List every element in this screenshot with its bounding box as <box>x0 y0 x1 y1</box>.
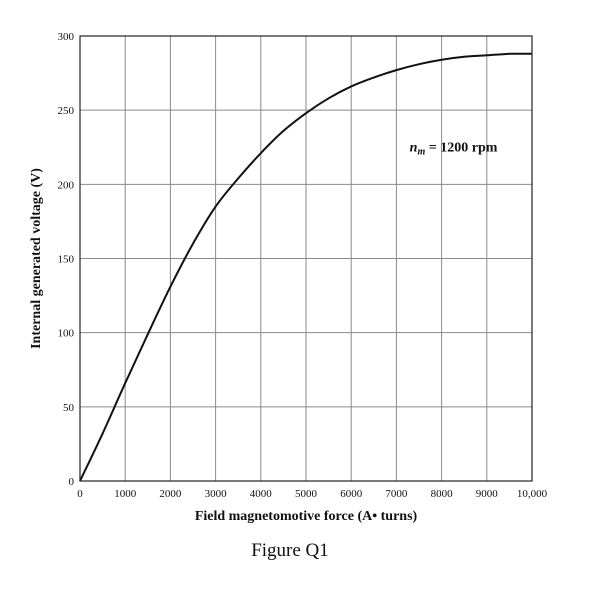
y-tick-label: 250 <box>58 105 75 117</box>
x-tick-label: 4000 <box>250 488 273 500</box>
x-tick-label: 5000 <box>295 488 318 500</box>
x-tick-label: 8000 <box>431 488 454 500</box>
y-tick-label: 100 <box>58 328 75 340</box>
x-tick-label: 6000 <box>340 488 363 500</box>
y-tick-label: 0 <box>69 476 75 488</box>
annotation-subscript: m <box>417 147 425 158</box>
annotation-symbol: n <box>410 141 418 156</box>
speed-annotation: nm = 1200 rpm <box>410 141 498 158</box>
series-curve-group <box>79 52 533 482</box>
x-tick-labels: 0 1000 2000 3000 4000 5000 6000 7000 8000 9000 10,… <box>77 488 547 500</box>
x-tick-label: 2000 <box>159 488 182 500</box>
y-tick-label: 300 <box>58 31 75 43</box>
y-tick-label: 150 <box>58 254 75 266</box>
x-tick-label: 0 <box>77 488 83 500</box>
x-tick-label: 7000 <box>385 488 408 500</box>
plot-frame <box>79 35 533 482</box>
magnetization-curve <box>79 52 533 482</box>
x-tick-label: 9000 <box>476 488 499 500</box>
y-tick-label: 200 <box>58 179 75 191</box>
y-tick-labels: 0 50 100 150 200 250 300 <box>58 31 75 488</box>
annotation-text: = 1200 rpm <box>425 141 497 156</box>
y-axis-label: Internal generated voltage (V) <box>29 168 44 349</box>
figure-caption: Figure Q1 <box>251 540 329 561</box>
x-tick-label: 1000 <box>114 488 137 500</box>
y-tick-label: 50 <box>63 402 75 414</box>
x-tick-label: 10,000 <box>517 488 548 500</box>
x-axis-label: Field magnetomotive force (A• turns) <box>195 509 418 524</box>
x-tick-label: 3000 <box>205 488 228 500</box>
grid <box>80 36 532 481</box>
